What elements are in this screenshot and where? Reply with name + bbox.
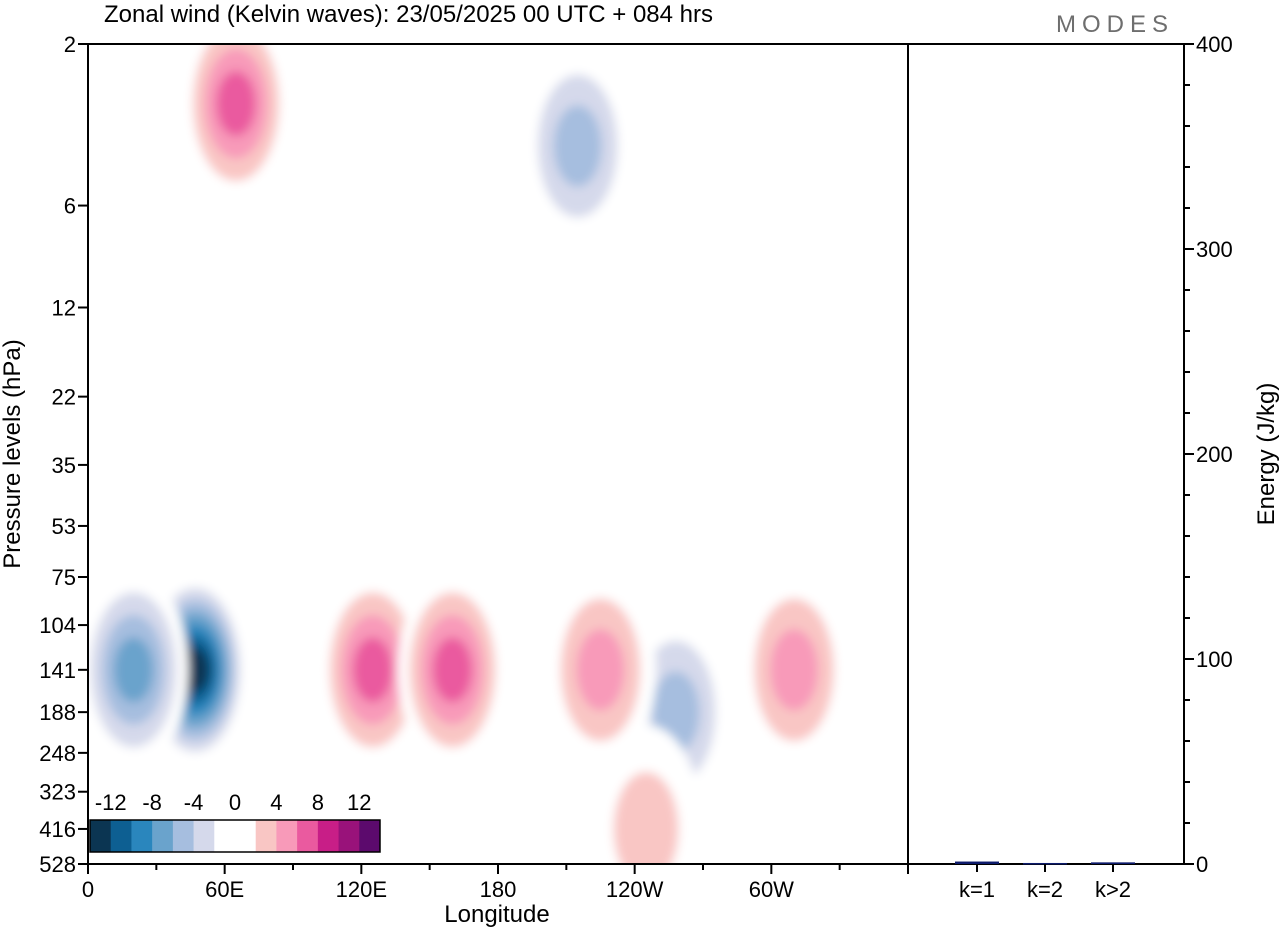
- colorbar-swatch: [297, 820, 319, 852]
- wind-anomaly-contour: [353, 637, 393, 703]
- longitude-tick-label: 0: [82, 877, 94, 902]
- wind-anomaly-contour: [553, 105, 602, 187]
- pressure-tick-label: 323: [39, 780, 76, 805]
- energy-bar: [955, 861, 999, 864]
- pressure-tick-label: 416: [39, 817, 76, 842]
- colorbar-swatch: [90, 820, 112, 852]
- pressure-tick-label: 75: [52, 565, 76, 590]
- colorbar-label: 4: [270, 790, 282, 815]
- colorbar-label: -12: [95, 790, 127, 815]
- wind-anomaly-contour: [613, 771, 679, 864]
- wind-anomaly-contour: [576, 629, 625, 711]
- pressure-tick-label: 35: [52, 453, 76, 478]
- colorbar-swatch: [214, 820, 236, 852]
- wavenumber-tick-label: k>2: [1095, 877, 1131, 902]
- pressure-tick-label: 22: [52, 385, 76, 410]
- energy-bar: [1091, 862, 1135, 864]
- colorbar: -12 -8 -4 0 4 8 12: [89, 790, 381, 853]
- chart-title: Zonal wind (Kelvin waves): 23/05/2025 00…: [104, 1, 713, 28]
- colorbar-label: 0: [229, 790, 241, 815]
- energy-axis-label: Energy (J/kg): [1253, 383, 1280, 526]
- colorbar-swatch: [131, 820, 153, 852]
- wind-field-panel: [87, 43, 909, 865]
- wind-anomaly-contour: [180, 647, 210, 692]
- energy-tick-label: 300: [1196, 237, 1233, 262]
- energy-tick-label: 400: [1196, 32, 1233, 57]
- colorbar-swatch: [110, 820, 132, 852]
- colorbar-label: -4: [184, 790, 204, 815]
- wind-anomaly-contour: [113, 637, 154, 703]
- colorbar-swatch: [193, 820, 215, 852]
- colorbar-swatch: [152, 820, 174, 852]
- energy-axis: 0 100 200 300 400: [1184, 32, 1233, 877]
- longitude-tick-label: 60W: [749, 877, 794, 902]
- longitude-tick-label: 60E: [205, 877, 244, 902]
- colorbar-swatch: [276, 820, 298, 852]
- pressure-tick-label: 104: [39, 613, 76, 638]
- longitude-tick-label: 180: [480, 877, 517, 902]
- colorbar-swatch: [338, 820, 360, 852]
- energy-tick-label: 0: [1196, 852, 1208, 877]
- colorbar-swatch: [235, 820, 257, 852]
- energy-panel: 0 100 200 300 400 k=1 k=2 k>2 Energy (J/kg): [907, 32, 1280, 902]
- wind-anomaly-contour: [216, 71, 256, 137]
- pressure-tick-label: 2: [64, 32, 76, 57]
- pressure-tick-label: 6: [64, 194, 76, 219]
- pressure-axis-label: Pressure levels (hPa): [0, 339, 26, 568]
- wavenumber-tick-label: k=2: [1027, 877, 1063, 902]
- colorbar-swatch: [359, 820, 381, 852]
- colorbar-swatch: [317, 820, 340, 852]
- colorbar-label: 12: [347, 790, 371, 815]
- energy-panel-frame: [907, 43, 1185, 865]
- colorbar-swatch: [255, 820, 277, 852]
- colorbar-label: 8: [312, 790, 324, 815]
- wind-anomaly-contour: [432, 637, 473, 703]
- pressure-tick-label: 188: [39, 700, 76, 725]
- modes-logo: MODES: [1056, 11, 1174, 38]
- pressure-tick-label: 12: [52, 295, 76, 320]
- pressure-tick-label: 141: [39, 658, 76, 683]
- energy-tick-label: 200: [1196, 442, 1233, 467]
- energy-tick-label: 100: [1196, 647, 1233, 672]
- longitude-tick-label: 120E: [336, 877, 387, 902]
- colorbar-frame: [89, 819, 381, 853]
- longitude-tick-label: 120W: [606, 877, 664, 902]
- colorbar-label: -8: [142, 790, 162, 815]
- pressure-tick-label: 53: [52, 514, 76, 539]
- colorbar-swatch: [172, 820, 195, 852]
- energy-bar: [1023, 862, 1067, 865]
- pressure-tick-label: 528: [39, 852, 76, 877]
- wind-anomaly-contour: [770, 629, 819, 711]
- pressure-axis: 2 6 12 22 35 53 75 104 141 188 248 323 416 528: [39, 32, 88, 877]
- pressure-tick-label: 248: [39, 741, 76, 766]
- wavenumber-tick-label: k=1: [959, 877, 995, 902]
- wavenumber-axis: k=1 k=2 k>2: [959, 864, 1131, 902]
- longitude-axis-label: Longitude: [444, 901, 549, 928]
- longitude-axis: 0 60E 120E 180 120W 60W: [82, 864, 909, 902]
